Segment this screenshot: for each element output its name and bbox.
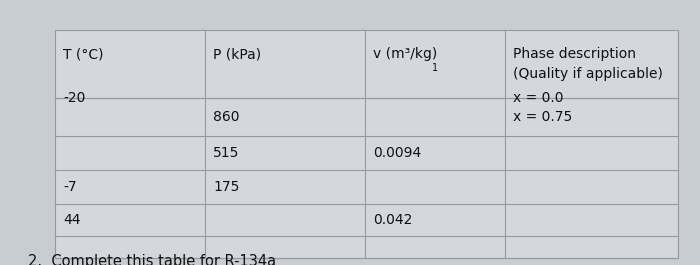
Bar	[55, 30, 678, 258]
Text: -7: -7	[63, 180, 76, 194]
Text: 175: 175	[213, 180, 239, 194]
Text: 860: 860	[213, 110, 239, 124]
Text: v (m³/kg): v (m³/kg)	[373, 47, 438, 61]
Text: x = 0.0: x = 0.0	[513, 91, 564, 105]
Bar	[55, 30, 678, 258]
Text: T (°C): T (°C)	[63, 47, 104, 61]
Text: 0.042: 0.042	[373, 213, 412, 227]
Text: x = 0.75: x = 0.75	[513, 110, 573, 124]
Text: P (kPa): P (kPa)	[213, 47, 261, 61]
Text: 2.  Complete this table for R-134a: 2. Complete this table for R-134a	[28, 254, 276, 265]
Text: 1: 1	[432, 63, 438, 73]
Text: Phase description: Phase description	[513, 47, 636, 61]
Text: 44: 44	[63, 213, 80, 227]
Text: 0.0094: 0.0094	[373, 146, 421, 160]
Text: (Quality if applicable): (Quality if applicable)	[513, 67, 663, 81]
Text: 515: 515	[213, 146, 239, 160]
Text: -20: -20	[63, 91, 85, 105]
